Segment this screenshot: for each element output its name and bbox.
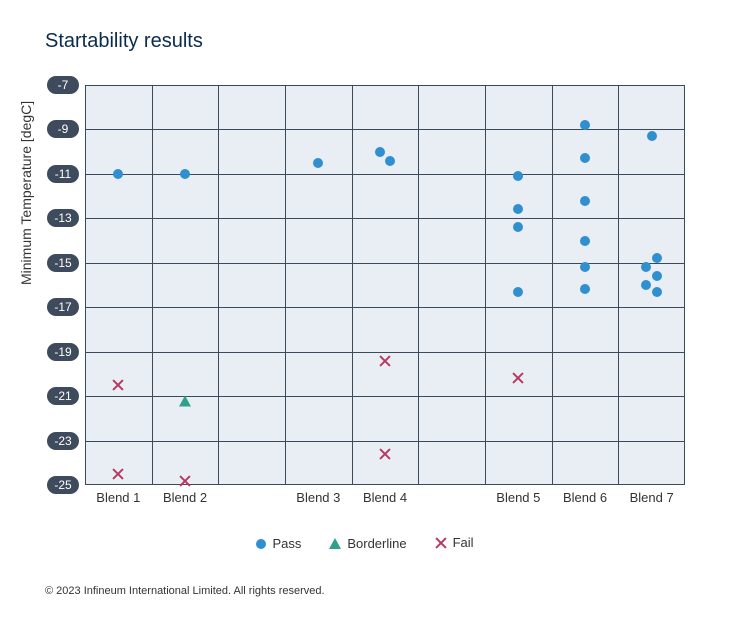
gridline-h (85, 129, 685, 130)
borderline-icon (329, 538, 341, 549)
y-tick-label: -13 (54, 211, 71, 225)
data-point-fail (179, 475, 191, 487)
legend-item-pass: Pass (256, 536, 301, 551)
gridline-v (152, 85, 153, 485)
y-tick-label: -23 (54, 434, 71, 448)
pass-icon (256, 539, 266, 549)
data-point-pass (652, 271, 662, 281)
data-point-pass (113, 169, 123, 179)
data-point-pass (385, 156, 395, 166)
y-tick: -11 (47, 165, 79, 183)
data-point-pass (580, 196, 590, 206)
data-point-pass (580, 262, 590, 272)
data-point-borderline (179, 395, 191, 406)
legend-label: Fail (453, 535, 474, 550)
data-point-pass (641, 280, 651, 290)
fail-icon (435, 537, 447, 549)
gridline-h (85, 352, 685, 353)
y-tick-label: -11 (55, 167, 71, 181)
data-point-pass (313, 158, 323, 168)
data-point-pass (652, 287, 662, 297)
data-point-pass (513, 204, 523, 214)
x-tick-label: Blend 1 (96, 490, 140, 505)
y-tick: -23 (47, 432, 79, 450)
gridline-h (85, 174, 685, 175)
gridline-v (485, 85, 486, 485)
gridline-h (85, 441, 685, 442)
legend: Pass Borderline Fail (0, 535, 730, 552)
y-tick-label: -21 (54, 389, 71, 403)
x-tick-label: Blend 3 (296, 490, 340, 505)
y-tick-label: -7 (58, 78, 69, 92)
legend-label: Pass (272, 536, 301, 551)
data-point-pass (513, 171, 523, 181)
data-point-fail (379, 355, 391, 367)
gridline-v (352, 85, 353, 485)
y-axis-label: Minimum Temperature [degC] (18, 101, 34, 285)
y-tick: -7 (47, 76, 79, 94)
y-tick-label: -25 (54, 478, 71, 492)
x-tick-label: Blend 6 (563, 490, 607, 505)
gridline-v (285, 85, 286, 485)
x-tick-label: Blend 2 (163, 490, 207, 505)
plot-area: -7-9-11-13-15-17-19-21-23-25Blend 1Blend… (85, 85, 685, 485)
gridline-v (418, 85, 419, 485)
plot-background (85, 85, 685, 485)
data-point-fail (512, 372, 524, 384)
gridline-v (618, 85, 619, 485)
x-tick-label: Blend 7 (630, 490, 674, 505)
data-point-fail (112, 468, 124, 480)
y-tick: -17 (47, 298, 79, 316)
data-point-pass (180, 169, 190, 179)
gridline-h (85, 307, 685, 308)
data-point-fail (112, 379, 124, 391)
gridline-v (218, 85, 219, 485)
gridline-v (552, 85, 553, 485)
data-point-pass (641, 262, 651, 272)
y-tick-label: -15 (54, 256, 71, 270)
y-tick: -15 (47, 254, 79, 272)
data-point-fail (379, 448, 391, 460)
data-point-pass (513, 222, 523, 232)
y-tick: -21 (47, 387, 79, 405)
chart-page: Startability results Minimum Temperature… (0, 0, 730, 627)
data-point-pass (580, 284, 590, 294)
y-tick: -9 (47, 120, 79, 138)
data-point-pass (580, 120, 590, 130)
y-tick: -19 (47, 343, 79, 361)
gridline-h (85, 218, 685, 219)
y-tick-label: -9 (58, 122, 69, 136)
chart-title: Startability results (45, 30, 203, 53)
data-point-pass (580, 236, 590, 246)
copyright-text: © 2023 Infineum International Limited. A… (45, 585, 325, 597)
x-tick-label: Blend 5 (496, 490, 540, 505)
data-point-pass (652, 253, 662, 263)
data-point-pass (513, 287, 523, 297)
legend-item-borderline: Borderline (329, 536, 406, 551)
y-tick-label: -17 (54, 300, 71, 314)
y-tick-label: -19 (54, 345, 71, 359)
data-point-pass (580, 153, 590, 163)
gridline-h (85, 263, 685, 264)
y-tick: -13 (47, 209, 79, 227)
y-tick: -25 (47, 476, 79, 494)
x-tick-label: Blend 4 (363, 490, 407, 505)
legend-label: Borderline (347, 536, 406, 551)
data-point-pass (647, 131, 657, 141)
gridline-h (85, 396, 685, 397)
legend-item-fail: Fail (435, 535, 474, 550)
